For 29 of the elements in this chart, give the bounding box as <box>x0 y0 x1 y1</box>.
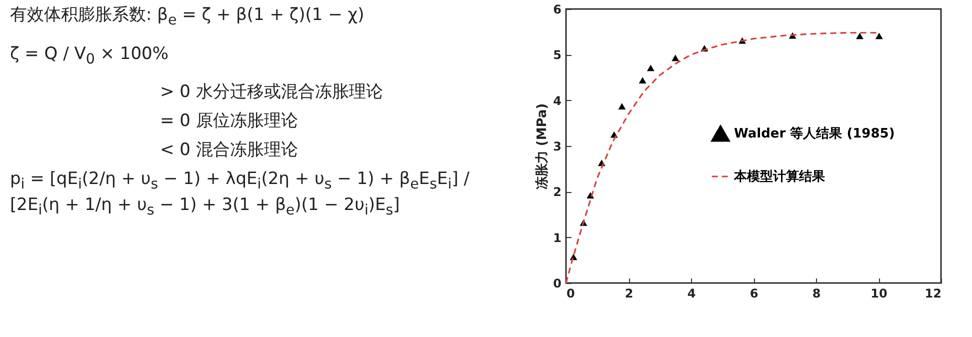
x-tick-label: 2 <box>624 286 634 300</box>
x-tick-label: 0 <box>566 286 575 300</box>
x-tick-label: 8 <box>812 286 821 300</box>
y-tick-label: 1 <box>553 230 562 245</box>
y-tick-label: 6 <box>553 2 562 16</box>
y-tick-label: 3 <box>553 140 562 154</box>
point <box>875 32 883 40</box>
text: 有效体积膨胀系数: β$_{e}$ = ζ + β(1 + ζ)(1 − χ) <box>10 4 366 30</box>
legend-label: 本模型计算结果 <box>733 170 826 184</box>
text: > 0 水分迁移或混合冻胀理论 <box>159 81 384 104</box>
x-tick-label: 6 <box>750 286 758 300</box>
point <box>618 103 626 110</box>
x-tick-label: 10 <box>870 286 888 300</box>
point <box>672 54 680 62</box>
legend-label: Walder 等人结果 (1985) <box>734 126 895 142</box>
y-tick-label: 4 <box>553 94 562 108</box>
y-tick-label: 5 <box>553 48 562 62</box>
point <box>646 64 654 72</box>
text: ζ = Q / V$_{0}$ × 100% <box>10 42 170 69</box>
text: p$_{i}$ = [qE$_{i}$(2/η + υ$_{s}$ − 1) + λqE$_{i}$(2η + υ$_{s}$ − 1) + β$_{e}$E$_{s}$E$_{i}$] / [2E$_{i}$(η + 1/η + υ$_{s}$ − 1) + 3(1 + β$_{e}$)(1 − 2υ$_{i}$)E$_{s}$] <box>10 168 470 219</box>
x-tick-label: 4 <box>687 286 696 300</box>
x-tick-label: 12 <box>924 286 942 300</box>
point <box>856 32 864 40</box>
y-tick-label: 0 <box>553 276 562 290</box>
y-tick-label: 2 <box>553 185 562 200</box>
text: < 0 混合冻胀理论 <box>159 138 299 162</box>
point <box>638 77 646 84</box>
y-axis-title: 冻胀力 (MPa) <box>534 103 550 190</box>
text: = 0 原位冻胀理论 <box>159 110 299 133</box>
